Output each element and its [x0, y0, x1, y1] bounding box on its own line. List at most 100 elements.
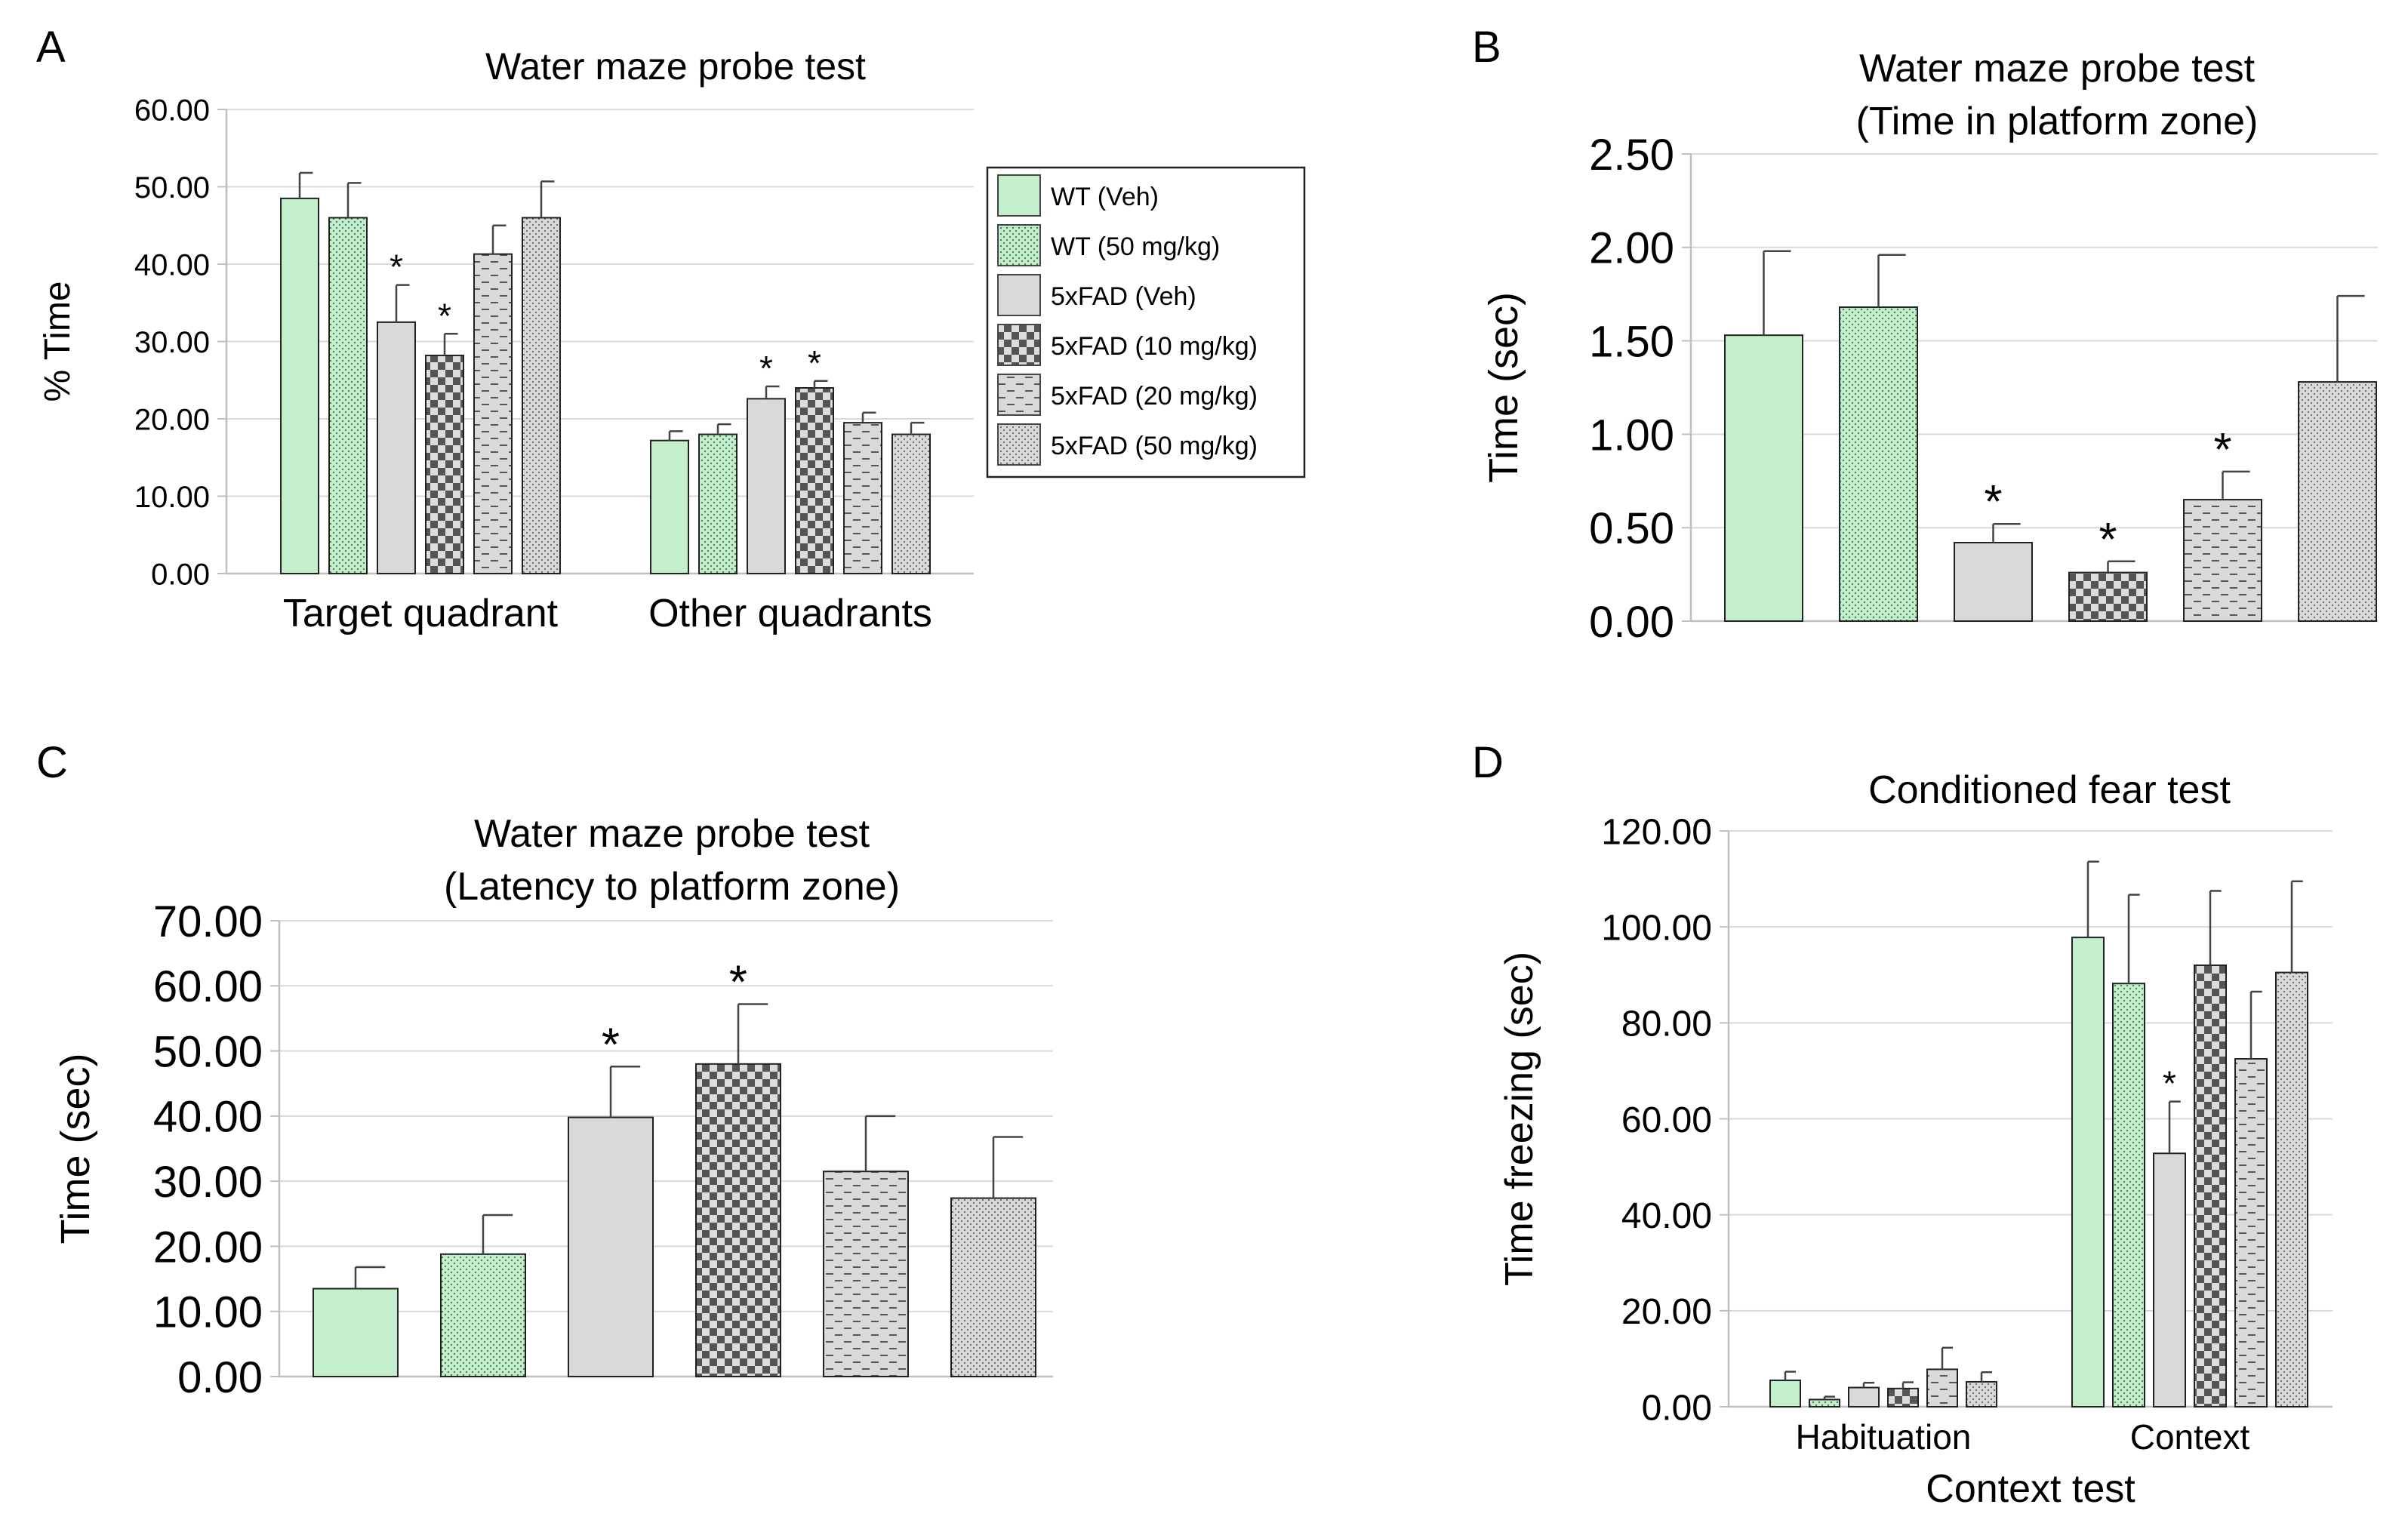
y-axis-label: Time (sec) [1481, 292, 1526, 483]
y-tick-label: 10.00 [134, 481, 210, 514]
significance-star-5xfad-10-mg-kg: * [2099, 514, 2117, 566]
bar-wt-veh [313, 1287, 399, 1377]
y-tick-label: 2.00 [1589, 224, 1674, 273]
legend-swatch-5xfad-10-mg-kg [997, 324, 1041, 366]
significance-star-5xfad-20-mg-kg: * [2213, 424, 2231, 476]
bar-wt-veh [1724, 334, 1803, 622]
bar-5xfad-10-mg-kg [2068, 571, 2148, 623]
significance-star-other-quadrants-5xfad-10-mg-kg: * [808, 343, 821, 383]
significance-star-5xfad-veh: * [602, 1019, 620, 1071]
y-tick-label: 20.00 [1621, 1292, 1712, 1332]
bar-other-quadrants-wt-50-mg-kg [698, 433, 737, 574]
y-tick-label: 10.00 [153, 1288, 263, 1337]
chart-title: Water maze probe test [474, 812, 870, 856]
chart-title: Water maze probe test [1859, 47, 2256, 91]
y-tick-label: 1.00 [1589, 411, 1674, 460]
bar-other-quadrants-wt-veh [650, 439, 689, 575]
bar-context-wt-veh [2071, 937, 2105, 1407]
legend-label-5xfad-veh: 5xFAD (Veh) [1051, 282, 1196, 311]
y-tick-label: 120.00 [1601, 812, 1712, 852]
significance-star-5xfad-veh: * [1984, 476, 2002, 528]
bar-5xfad-veh [1954, 542, 2033, 622]
y-tick-label: 20.00 [153, 1223, 263, 1272]
chart-subtitle: (Latency to platform zone) [444, 865, 900, 909]
panel-d-conditioned-fear-chart: Conditioned fear test 0.00 20.00 40.00 60.00… [1498, 768, 2333, 1511]
y-tick-label: 80.00 [1621, 1004, 1712, 1044]
bar-5xfad-veh [568, 1116, 654, 1378]
chart-title: Conditioned fear test [1868, 768, 2231, 812]
y-tick-label: 30.00 [153, 1158, 263, 1207]
panel-letter-a: A [36, 23, 66, 72]
bar-other-quadrants-5xfad-50-mg-kg [891, 433, 931, 574]
y-tick-label: 20.00 [134, 403, 210, 436]
panel-letter-d: D [1472, 738, 1504, 787]
y-tick-label: 50.00 [153, 1027, 263, 1076]
bar-5xfad-20-mg-kg [823, 1171, 909, 1377]
bar-5xfad-50-mg-kg [2298, 381, 2377, 622]
y-tick-label: 40.00 [1621, 1196, 1712, 1236]
legend-swatch-5xfad-veh [997, 274, 1041, 316]
bar-habituation-wt-veh [1769, 1380, 1801, 1408]
legend-label-5xfad-20-mg-kg: 5xFAD (20 mg/kg) [1051, 382, 1258, 411]
bar-target-quadrant-wt-50-mg-kg [328, 217, 368, 574]
y-axis-label: Time freezing (sec) [1498, 952, 1541, 1286]
panel-letter-c: C [36, 738, 68, 787]
bar-target-quadrant-5xfad-20-mg-kg [473, 253, 513, 574]
chart-subtitle: (Time in platform zone) [1856, 100, 2259, 143]
y-tick-label: 60.00 [1621, 1100, 1712, 1140]
panel-a-legend: WT (Veh) WT (50 mg/kg) 5xFAD (Veh) 5xFAD (1… [986, 166, 1306, 478]
bar-wt-50-mg-kg [440, 1253, 526, 1377]
bar-target-quadrant-wt-veh [280, 197, 319, 574]
bar-habituation-5xfad-veh [1848, 1386, 1880, 1407]
y-tick-label: 60.00 [153, 962, 263, 1011]
bar-context-5xfad-20-mg-kg [2234, 1058, 2268, 1408]
x-category-label: Habituation [1796, 1417, 1972, 1457]
y-tick-label: 2.50 [1589, 131, 1674, 180]
significance-star-5xfad-10-mg-kg: * [729, 956, 747, 1008]
panel-c-latency-to-platform-zone-chart: Water maze probe test (Latency to platfor… [53, 812, 1053, 1402]
bar-target-quadrant-5xfad-veh [377, 321, 416, 574]
y-axis-label: Time (sec) [53, 1054, 98, 1244]
x-category-label: Target quadrant [283, 592, 559, 635]
significance-star-target-quadrant-5xfad-10-mg-kg: * [438, 296, 451, 335]
legend-label-wt-50-mg-kg: WT (50 mg/kg) [1051, 232, 1220, 261]
bar-5xfad-50-mg-kg [950, 1197, 1036, 1377]
panel-letter-b: B [1472, 23, 1501, 72]
bar-5xfad-20-mg-kg [2183, 499, 2262, 622]
bar-habituation-5xfad-50-mg-kg [1966, 1380, 1997, 1407]
significance-star-context-5xfad-veh: * [2163, 1064, 2176, 1103]
bar-target-quadrant-5xfad-10-mg-kg [425, 354, 464, 574]
legend-swatch-5xfad-20-mg-kg [997, 374, 1041, 416]
x-axis-label: Context test [1926, 1467, 2135, 1511]
y-tick-label: 70.00 [153, 897, 263, 946]
bar-context-5xfad-50-mg-kg [2275, 971, 2308, 1407]
legend-swatch-wt-50-mg-kg [997, 224, 1041, 266]
panel-b-time-in-platform-zone-chart: Water maze probe test (Time in platform z… [1481, 47, 2378, 647]
y-tick-label: 0.00 [177, 1353, 263, 1402]
legend-label-wt-veh: WT (Veh) [1051, 183, 1159, 211]
y-tick-label: 1.50 [1589, 317, 1674, 366]
y-tick-label: 0.00 [151, 558, 210, 591]
legend-swatch-wt-veh [997, 174, 1041, 217]
bar-habituation-wt-50-mg-kg [1809, 1398, 1840, 1408]
y-tick-label: 40.00 [153, 1093, 263, 1142]
bar-habituation-5xfad-20-mg-kg [1926, 1368, 1958, 1408]
x-category-label: Other quadrants [648, 592, 932, 635]
significance-star-other-quadrants-5xfad-veh: * [759, 349, 773, 388]
legend-label-5xfad-10-mg-kg: 5xFAD (10 mg/kg) [1051, 332, 1258, 361]
bar-habituation-5xfad-10-mg-kg [1887, 1387, 1919, 1408]
y-tick-label: 50.00 [134, 171, 210, 205]
y-axis-label: % Time [38, 281, 78, 401]
y-tick-label: 0.50 [1589, 504, 1674, 553]
panel-a-water-maze-quadrant-chart: Water maze probe test 0.00 10.00 20.00 30.00… [38, 45, 974, 635]
bar-target-quadrant-5xfad-50-mg-kg [522, 217, 561, 574]
bar-other-quadrants-5xfad-10-mg-kg [795, 387, 834, 574]
y-tick-label: 30.00 [134, 326, 210, 359]
bar-other-quadrants-5xfad-20-mg-kg [843, 422, 882, 574]
bar-wt-50-mg-kg [1839, 306, 1918, 622]
y-tick-label: 100.00 [1601, 908, 1712, 948]
bar-5xfad-10-mg-kg [695, 1063, 781, 1378]
bar-context-5xfad-veh [2153, 1152, 2186, 1408]
legend-swatch-5xfad-50-mg-kg [997, 423, 1041, 466]
